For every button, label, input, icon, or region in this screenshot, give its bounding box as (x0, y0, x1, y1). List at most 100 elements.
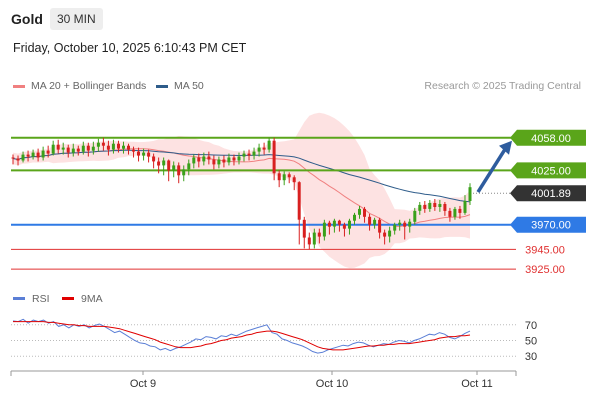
candle (408, 218, 412, 233)
candle (56, 139, 60, 154)
candle (368, 213, 372, 231)
candle (312, 228, 316, 249)
candle-body (358, 208, 361, 215)
level-tag-bg (510, 162, 586, 179)
candle-body (76, 148, 80, 152)
timestamp: Friday, October 10, 2025 6:10:43 PM CET (13, 41, 247, 55)
candle (257, 143, 261, 157)
candle-body (378, 219, 382, 233)
candle (363, 206, 366, 223)
level-label: 4058.00 (531, 133, 571, 145)
candle-body (368, 216, 372, 225)
candle-body (327, 222, 331, 227)
candle-body (342, 224, 346, 229)
candle-body (127, 145, 130, 150)
candle-body (227, 157, 231, 163)
candle-body (272, 140, 276, 174)
candle (172, 161, 176, 178)
candle-body (408, 221, 412, 227)
candle-body (31, 152, 35, 157)
candle (383, 229, 387, 245)
forecast-arrow-shaft (476, 146, 508, 194)
candle-body (16, 158, 20, 161)
rsi-tick-70: 70 (525, 320, 537, 332)
candle (252, 147, 256, 160)
candle (267, 137, 271, 153)
candle (157, 157, 161, 174)
candle-body (96, 142, 100, 147)
forecast-arrow (476, 140, 512, 194)
candle-body (463, 201, 467, 213)
candle (217, 156, 221, 169)
candle-body (262, 147, 266, 150)
level-tag-4025.00: 4025.00 (510, 162, 586, 179)
candle (36, 148, 40, 162)
candle (262, 142, 266, 155)
candle-body (438, 204, 442, 207)
candle-body (222, 159, 226, 163)
candle-body (383, 232, 387, 237)
candle-body (147, 152, 151, 157)
candle (272, 137, 276, 181)
timeframe-badge[interactable]: 30 MIN (50, 8, 103, 30)
candle (242, 150, 246, 162)
level-tag-bg (510, 216, 586, 233)
ma50-label: MA 50 (174, 80, 204, 92)
price-levels: 4058.00 4025.00 3970.00 3945.00 3925.00 4001.… (11, 129, 586, 276)
candle-body (81, 145, 85, 152)
rsi-legend-swatch (13, 297, 25, 300)
candle (227, 153, 231, 166)
candle (232, 154, 236, 166)
candle-body (157, 161, 161, 166)
candle (106, 140, 110, 156)
candle (212, 155, 216, 170)
candle (358, 205, 361, 219)
candle-body (282, 174, 286, 181)
candle-body (177, 165, 181, 176)
candle (202, 152, 206, 166)
candle-body (46, 150, 50, 154)
candle-body (162, 160, 166, 166)
candle (282, 171, 286, 186)
candle (61, 142, 65, 155)
candle (317, 228, 321, 244)
candle (182, 165, 186, 182)
ma20-label: MA 20 + Bollinger Bands (31, 80, 147, 92)
candle (162, 157, 166, 176)
rsi-legend-label: RSI (32, 293, 50, 305)
candle (222, 155, 226, 168)
candle-body (106, 145, 110, 150)
rsi-legend-swatch (62, 297, 74, 300)
rsi-series-RSI (12, 318, 471, 354)
candle-body (468, 187, 472, 201)
candle (348, 218, 351, 235)
time-tick-label: Oct 9 (130, 378, 156, 390)
candle-body (443, 204, 447, 211)
candle-body (91, 146, 95, 151)
candle-body (448, 210, 452, 217)
candle (302, 216, 306, 249)
candle (413, 207, 417, 225)
candle-body (137, 151, 140, 156)
candle (423, 200, 427, 213)
candle-body (302, 219, 306, 238)
candle (468, 183, 472, 205)
candle-body (41, 150, 45, 158)
time-axis: Oct 9 Oct 10 Oct 11 (10, 370, 517, 390)
rsi-legend-label: 9MA (81, 293, 103, 305)
candle-body (192, 157, 196, 164)
level-tag-4058.00: 4058.00 (510, 129, 586, 146)
candle-body (242, 153, 246, 157)
rsi-legend-item: RSI (13, 293, 50, 305)
candle (458, 205, 462, 219)
candle (307, 232, 311, 250)
candle (247, 149, 251, 161)
legend-ma50: MA 50 (156, 80, 204, 92)
legend-ma20-bollinger: MA 20 + Bollinger Bands (13, 80, 146, 92)
bollinger-band-area (13, 112, 470, 269)
level-label-3945.00: 3945.00 (525, 244, 565, 256)
candle (373, 217, 377, 229)
candle-body (71, 148, 75, 153)
rsi-series-9MA (13, 321, 471, 351)
